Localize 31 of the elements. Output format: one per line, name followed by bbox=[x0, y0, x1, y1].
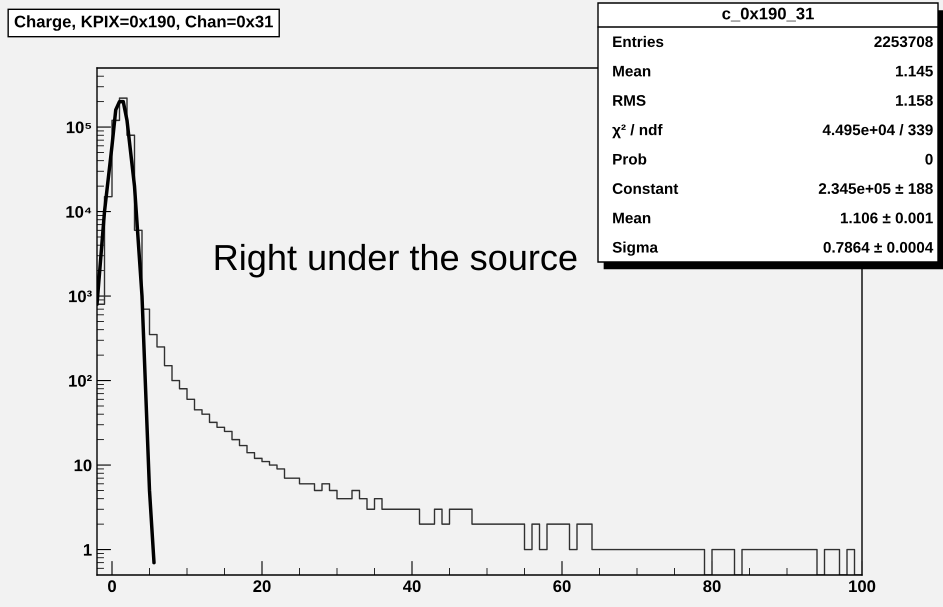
x-tick-label: 100 bbox=[849, 580, 876, 592]
x-tick-label: 40 bbox=[402, 580, 421, 592]
text: 0 bbox=[925, 154, 933, 165]
annotation: Mean bbox=[613, 212, 650, 224]
y-tick-label: 10³ bbox=[69, 290, 92, 302]
annotation: χ² / ndf bbox=[612, 124, 663, 138]
annotation: Constant bbox=[612, 183, 678, 194]
text: Entries bbox=[613, 36, 664, 48]
chart-title: Charge, KPIX=0x190, Chan=0x31 bbox=[14, 15, 273, 31]
annotation: 0.7864 ± 0.0004 bbox=[824, 242, 934, 253]
x-tick-label: 60 bbox=[553, 580, 571, 592]
text: 1.158 bbox=[896, 95, 933, 106]
text: 1.145 bbox=[896, 66, 933, 76]
text: c_0x190_31 bbox=[722, 8, 814, 22]
text: 2253708 bbox=[874, 36, 933, 48]
annotation: Right under the source bbox=[216, 244, 576, 278]
annotation: 2.345e+05 ± 188 bbox=[818, 183, 933, 194]
y-tick-label: 10 bbox=[74, 459, 92, 472]
x-tick-label: 20 bbox=[253, 580, 271, 592]
x-tick-label: 80 bbox=[703, 580, 721, 592]
y-tick-label: 10⁴ bbox=[66, 206, 92, 218]
annotation: 1.106 ± 0.001 bbox=[840, 212, 933, 224]
y-tick-label: 10² bbox=[69, 374, 92, 387]
y-tick-label: 1 bbox=[84, 544, 92, 556]
annotation: Sigma bbox=[612, 241, 658, 256]
annotation: 4.495e+04 / 339 bbox=[822, 124, 933, 136]
y-tick-label: 10⁵ bbox=[66, 121, 92, 134]
x-tick-label: 0 bbox=[108, 580, 116, 592]
annotation: RMS bbox=[613, 95, 646, 106]
annotation: Mean bbox=[613, 66, 650, 76]
annotation: Prob bbox=[613, 153, 646, 165]
